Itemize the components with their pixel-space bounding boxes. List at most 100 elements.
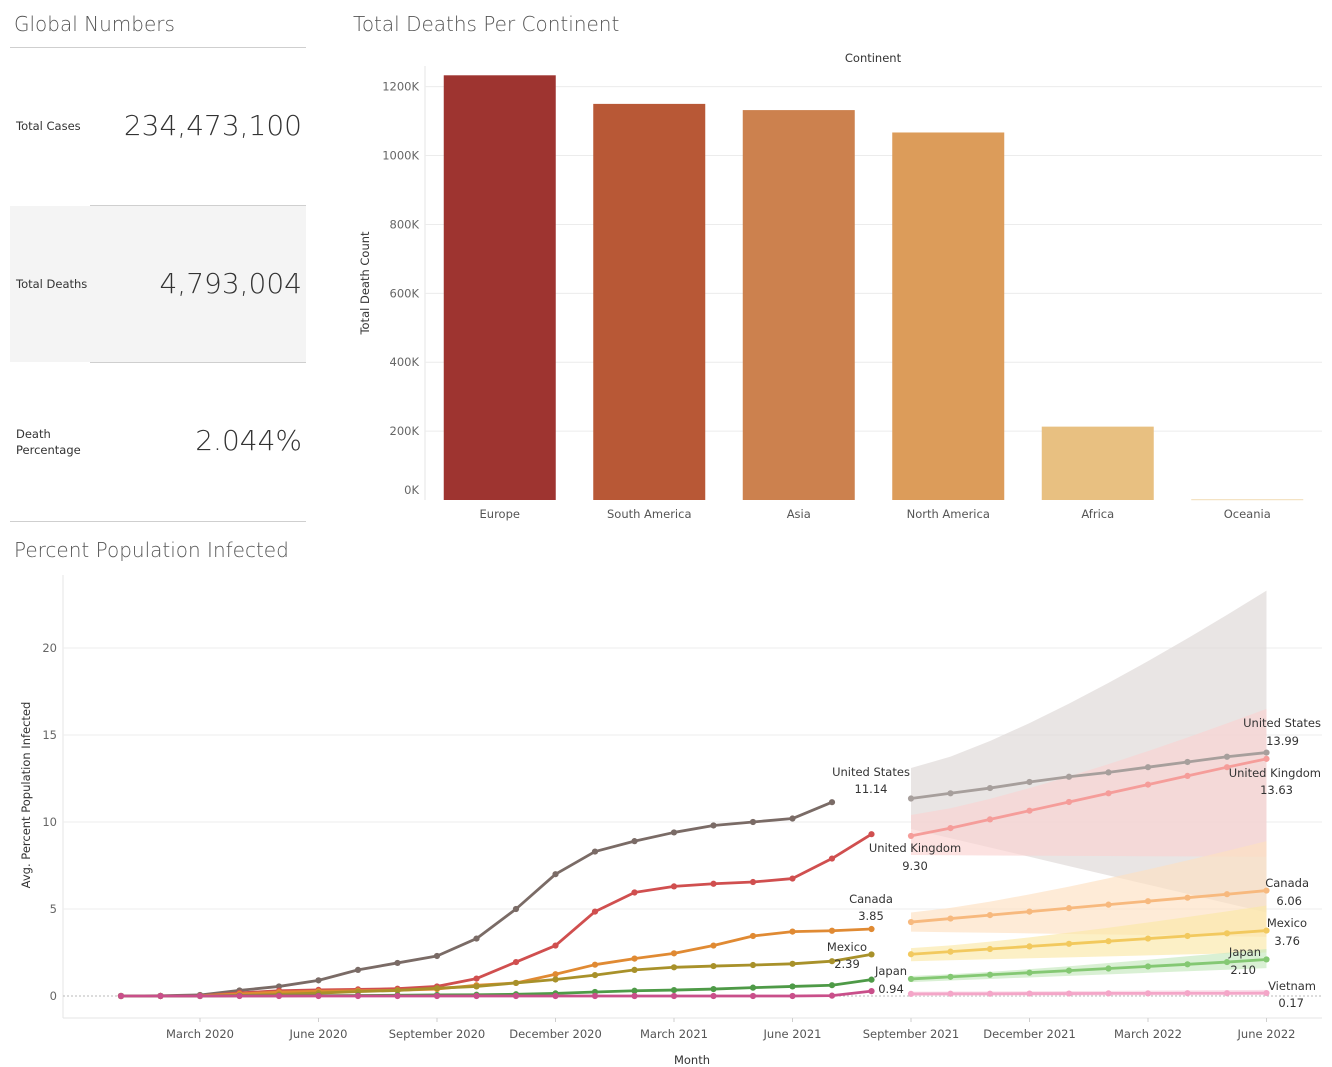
data-point bbox=[552, 971, 559, 978]
bar-north-america bbox=[892, 132, 1005, 500]
data-point bbox=[828, 982, 836, 989]
forecast-value-label: 13.99 bbox=[1266, 734, 1299, 748]
y-tick-label: 0 bbox=[50, 989, 57, 1003]
data-point bbox=[315, 992, 322, 1000]
forecast-point bbox=[1223, 930, 1231, 937]
data-point bbox=[789, 875, 796, 882]
y-tick-label: 800K bbox=[390, 217, 420, 231]
data-point bbox=[275, 983, 283, 990]
data-point bbox=[591, 908, 599, 915]
data-point bbox=[196, 992, 204, 1000]
data-point bbox=[631, 992, 638, 1000]
data-point bbox=[394, 992, 401, 1000]
forecast-point bbox=[1026, 778, 1033, 786]
forecast-point bbox=[907, 918, 915, 926]
series-value-label: 0.94 bbox=[878, 982, 904, 996]
x-tick-label: North America bbox=[907, 507, 990, 521]
data-point bbox=[591, 992, 599, 1000]
data-point bbox=[868, 831, 875, 838]
bar-europe bbox=[443, 75, 556, 501]
data-point bbox=[433, 985, 441, 992]
forecast-point bbox=[1065, 967, 1073, 974]
data-point bbox=[670, 950, 678, 957]
forecast-name-label: Japan bbox=[1228, 945, 1261, 959]
bar-south-america bbox=[593, 103, 706, 500]
y-tick-label: 15 bbox=[42, 728, 57, 742]
data-point bbox=[749, 992, 757, 1000]
data-point bbox=[868, 925, 875, 933]
data-point bbox=[710, 822, 717, 829]
forecast-point bbox=[947, 948, 954, 955]
data-point bbox=[749, 818, 757, 826]
data-point bbox=[433, 952, 441, 960]
data-point bbox=[394, 959, 401, 967]
data-point bbox=[710, 985, 717, 993]
forecast-line-mexico bbox=[910, 929, 1267, 956]
forecast-point bbox=[986, 971, 994, 978]
kpi-total-cases[interactable]: Total Cases 234,473,100 bbox=[10, 48, 306, 204]
data-point bbox=[789, 992, 796, 1000]
data-point bbox=[236, 992, 243, 1000]
forecast-name-label: Canada bbox=[1265, 876, 1309, 890]
data-point bbox=[591, 961, 599, 968]
data-point bbox=[473, 983, 480, 990]
forecast-point bbox=[1263, 755, 1270, 762]
data-point bbox=[512, 958, 520, 966]
forecast-point bbox=[1223, 764, 1231, 771]
kpi-divider bbox=[90, 362, 306, 363]
forecast-point bbox=[986, 816, 994, 823]
data-point bbox=[789, 983, 796, 990]
data-point bbox=[512, 905, 520, 913]
x-tick-label: Europe bbox=[480, 507, 520, 521]
forecast-point bbox=[947, 915, 954, 922]
data-point bbox=[670, 964, 678, 971]
x-tick-label: June 2020 bbox=[289, 1027, 348, 1041]
deaths-chart-title: Total Deaths Per Continent bbox=[353, 12, 620, 36]
forecast-point bbox=[1223, 958, 1231, 966]
section-divider bbox=[10, 521, 306, 522]
data-point bbox=[394, 987, 401, 994]
x-tick-label: Asia bbox=[787, 507, 811, 521]
title-divider bbox=[10, 47, 306, 48]
forecast-point bbox=[1263, 989, 1270, 997]
series-value-label: 11.14 bbox=[855, 782, 888, 796]
series-name-label: United Kingdom bbox=[869, 841, 961, 855]
forecast-point bbox=[1105, 769, 1112, 776]
data-point bbox=[512, 979, 520, 987]
data-point bbox=[591, 848, 599, 855]
data-point bbox=[749, 961, 757, 969]
series-value-label: 3.85 bbox=[858, 909, 884, 923]
forecast-point bbox=[1105, 938, 1112, 945]
forecast-point bbox=[1026, 969, 1033, 976]
forecast-point bbox=[1026, 908, 1033, 915]
forecast-point bbox=[947, 973, 954, 980]
data-point bbox=[789, 928, 796, 935]
y-axis-title: Total Death Count bbox=[358, 231, 372, 336]
x-tick-label: June 2022 bbox=[1237, 1027, 1296, 1041]
forecast-point bbox=[947, 790, 954, 797]
data-point bbox=[631, 889, 638, 896]
forecast-point bbox=[986, 911, 994, 919]
forecast-point bbox=[1184, 758, 1191, 766]
data-point bbox=[710, 880, 717, 887]
data-point bbox=[868, 988, 875, 995]
x-tick-label: September 2021 bbox=[863, 1027, 960, 1041]
bar-africa bbox=[1041, 426, 1154, 500]
forecast-point bbox=[986, 945, 994, 953]
kpi-total-deaths[interactable]: Total Deaths 4,793,004 bbox=[10, 206, 306, 362]
data-point bbox=[157, 992, 164, 1000]
y-tick-label: 1200K bbox=[382, 80, 419, 94]
kpi-death-percentage[interactable]: Death Percentage 2.044% bbox=[10, 363, 306, 520]
x-tick-label: September 2020 bbox=[389, 1027, 486, 1041]
series-line-united-kingdom bbox=[121, 832, 873, 998]
data-point bbox=[828, 799, 836, 806]
forecast-point bbox=[907, 975, 915, 983]
data-point bbox=[670, 992, 678, 1000]
bar-oceania bbox=[1191, 499, 1304, 501]
kpi-label: Death Percentage bbox=[16, 427, 81, 457]
data-point bbox=[828, 958, 836, 965]
series-name-label: United States bbox=[832, 765, 910, 779]
data-point bbox=[631, 838, 638, 845]
data-point bbox=[828, 855, 836, 862]
data-point bbox=[710, 962, 717, 970]
